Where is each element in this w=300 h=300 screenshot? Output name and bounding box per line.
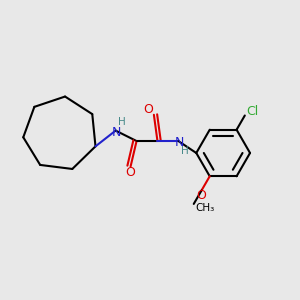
Text: H: H [181,146,189,156]
Text: Cl: Cl [246,105,259,119]
Text: O: O [196,189,206,202]
Text: H: H [118,117,126,127]
Text: O: O [144,103,153,116]
Text: O: O [125,167,135,179]
Text: CH₃: CH₃ [195,202,214,212]
Text: N: N [112,126,121,139]
Text: N: N [175,136,184,149]
